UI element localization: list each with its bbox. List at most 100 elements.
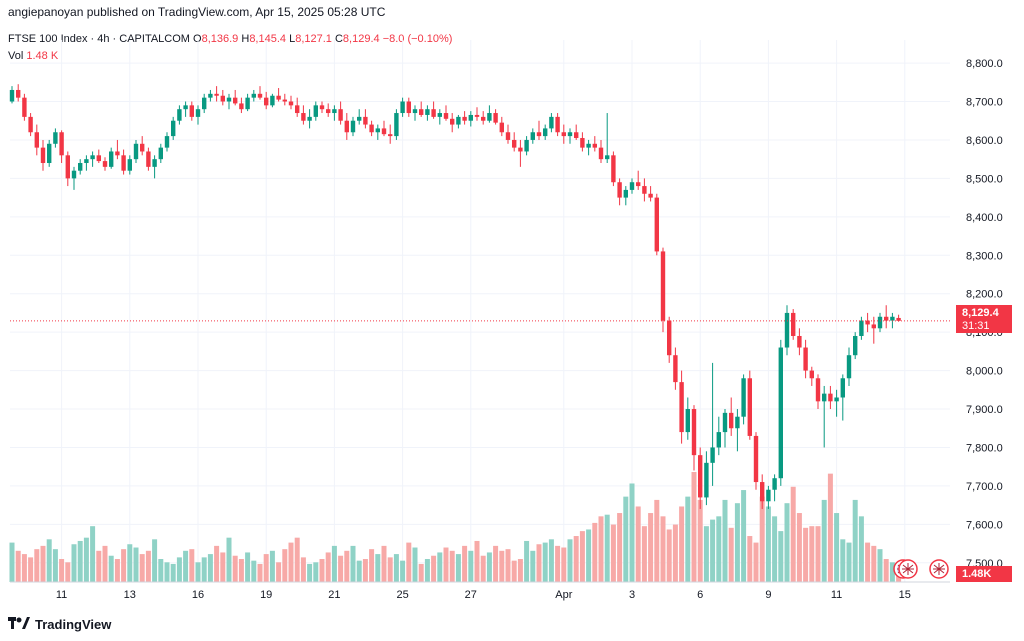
candle bbox=[450, 113, 455, 133]
volume-bar bbox=[672, 524, 678, 582]
candle bbox=[16, 84, 21, 102]
volume-bar bbox=[809, 526, 815, 582]
volume-bar bbox=[592, 522, 598, 582]
volume-bar bbox=[9, 542, 15, 582]
candle bbox=[586, 139, 591, 156]
volume-bar bbox=[846, 542, 852, 582]
volume-bar bbox=[443, 547, 449, 582]
candle bbox=[493, 109, 498, 125]
volume-bar bbox=[617, 513, 623, 582]
volume-bar bbox=[127, 544, 133, 582]
candle bbox=[778, 339, 783, 486]
volume-bar bbox=[338, 555, 344, 582]
open-value: 8,136.9 bbox=[201, 33, 239, 45]
candle bbox=[772, 474, 777, 502]
candle bbox=[84, 155, 89, 171]
volume-bar bbox=[139, 554, 145, 582]
candle bbox=[59, 130, 64, 164]
volume-bar bbox=[716, 516, 722, 582]
volume-bar bbox=[517, 559, 523, 582]
volume-label[interactable]: Vol bbox=[8, 50, 24, 62]
candle bbox=[747, 370, 752, 440]
flag-icon[interactable] bbox=[929, 559, 949, 579]
candle bbox=[332, 105, 337, 121]
volume-bar bbox=[387, 557, 393, 582]
volume-bar bbox=[555, 545, 561, 582]
volume-bar bbox=[232, 555, 238, 582]
candle bbox=[784, 305, 790, 356]
candle bbox=[834, 389, 839, 417]
volume-bar bbox=[629, 483, 635, 582]
candle bbox=[381, 120, 387, 137]
candle bbox=[425, 105, 430, 121]
volume-bar bbox=[728, 527, 734, 582]
candle bbox=[735, 409, 740, 452]
volume-bar bbox=[319, 559, 325, 582]
volume-bars bbox=[9, 472, 902, 582]
candle bbox=[518, 139, 523, 167]
volume-bar bbox=[722, 499, 728, 582]
volume-legend: Vol 1.48 K bbox=[8, 50, 58, 62]
volume-bar bbox=[815, 526, 821, 582]
candle bbox=[685, 397, 690, 440]
candle bbox=[338, 101, 343, 125]
symbol-label[interactable]: FTSE 100 Index · 4h · CAPITALCOM bbox=[8, 33, 190, 45]
volume-bar bbox=[170, 563, 176, 582]
footer-brand[interactable]: TradingView bbox=[35, 617, 112, 632]
flag-icon[interactable] bbox=[898, 559, 918, 579]
volume-bar bbox=[344, 550, 350, 582]
volume-bar bbox=[462, 545, 468, 582]
candle bbox=[803, 339, 808, 379]
candle bbox=[691, 405, 697, 471]
volume-bar bbox=[437, 552, 443, 582]
candle bbox=[369, 120, 374, 137]
volume-tag-value: 1.48K bbox=[962, 568, 992, 580]
x-tick-label: 19 bbox=[260, 589, 272, 601]
candle bbox=[443, 105, 449, 121]
volume-bar bbox=[350, 545, 356, 582]
volume-bar bbox=[648, 513, 654, 582]
candle bbox=[636, 170, 641, 190]
volume-bar bbox=[65, 562, 71, 582]
footer: TradingView bbox=[8, 617, 111, 632]
candle bbox=[102, 157, 108, 171]
volume-bar bbox=[176, 557, 182, 582]
candle bbox=[462, 111, 467, 125]
volume-bar bbox=[493, 545, 499, 582]
volume-bar bbox=[803, 527, 809, 582]
volume-bar bbox=[288, 542, 294, 582]
volume-bar bbox=[741, 490, 747, 582]
volume-bar bbox=[691, 472, 697, 582]
volume-bar bbox=[827, 473, 833, 582]
grid bbox=[10, 40, 950, 582]
candle bbox=[815, 374, 821, 410]
x-tick-label: 9 bbox=[765, 589, 771, 601]
candle bbox=[276, 88, 281, 102]
volume-bar bbox=[102, 545, 108, 582]
candle bbox=[375, 124, 380, 140]
candles bbox=[9, 84, 901, 509]
tradingview-logo-icon[interactable] bbox=[8, 617, 30, 632]
time-axis[interactable]: 11 13 16 19 21 25 27 Apr 3 6 9 11 15 bbox=[56, 589, 911, 601]
candle bbox=[152, 155, 157, 179]
candle bbox=[65, 151, 70, 187]
volume-bar bbox=[579, 531, 585, 582]
volume-bar bbox=[406, 542, 412, 582]
candle bbox=[350, 116, 356, 137]
candle bbox=[716, 416, 721, 456]
last-price-tag: 8,129.4 31:31 bbox=[956, 305, 1012, 333]
x-tick-label: 27 bbox=[465, 589, 477, 601]
volume-bar bbox=[548, 539, 554, 582]
candle bbox=[158, 143, 163, 164]
volume-bar bbox=[889, 562, 895, 582]
candle bbox=[127, 155, 132, 175]
candle bbox=[164, 132, 170, 152]
volume-bar bbox=[133, 547, 139, 582]
y-tick-label: 8,700.0 bbox=[966, 97, 1003, 109]
candle bbox=[468, 111, 473, 127]
candle bbox=[555, 113, 560, 137]
volume-bar bbox=[759, 496, 765, 582]
volume-bar bbox=[269, 550, 275, 582]
y-tick-label: 8,800.0 bbox=[966, 58, 1003, 70]
